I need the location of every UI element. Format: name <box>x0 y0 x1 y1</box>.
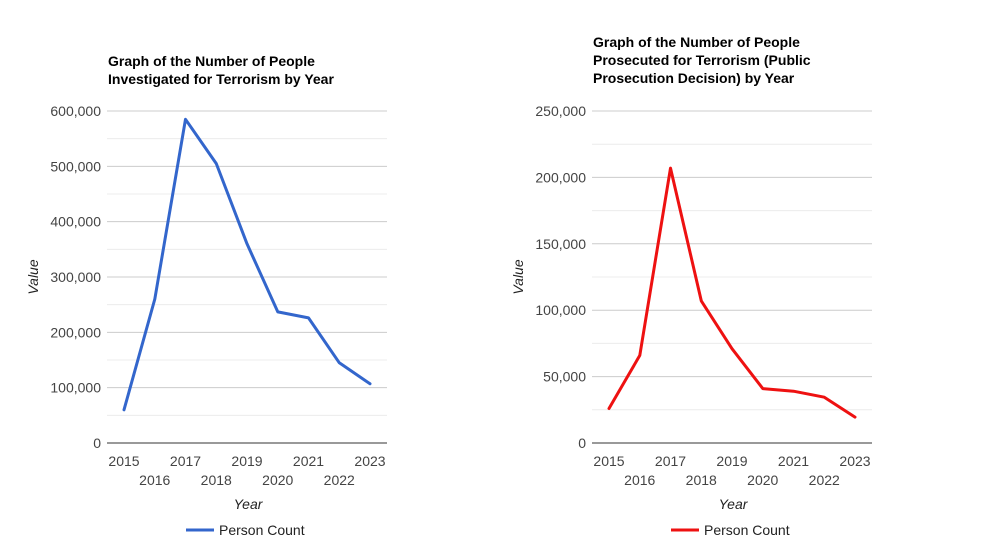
chart-2-data-point <box>670 167 671 169</box>
chart-2-data-point <box>762 388 764 390</box>
chart-2-y-tick-label: 100,000 <box>535 302 586 318</box>
chart-2-x-tick-label: 2018 <box>686 472 717 488</box>
chart-1-x-tick-label: 2019 <box>231 453 262 469</box>
chart-1-y-tick-label: 100,000 <box>50 380 101 396</box>
chart-1-y-tick-label: 400,000 <box>50 214 101 230</box>
chart-2-x-tick-label: 2023 <box>839 453 870 469</box>
chart-1-x-tick-label: 2016 <box>139 472 170 488</box>
chart-1-y-tick-label: 600,000 <box>50 103 101 119</box>
chart-2-x-tick-label: 2020 <box>747 472 778 488</box>
chart-2-data-point <box>639 354 641 356</box>
chart-2-x-tick-label: 2019 <box>716 453 747 469</box>
chart-2-x-tick-label: 2017 <box>655 453 686 469</box>
chart-1-x-tick-label: 2020 <box>262 472 293 488</box>
chart-2-title-line-1: Graph of the Number of People <box>593 34 800 50</box>
chart-1-series-line <box>122 117 372 412</box>
chart-2-x-axis-label: Year <box>719 496 749 512</box>
chart-2-x-tick-label: 2016 <box>624 472 655 488</box>
chart-2-data-point <box>700 300 702 302</box>
chart-2-title-line-2: Prosecuted for Terrorism (Public <box>593 52 811 68</box>
chart-2-title-line-3: Prosecution Decision) by Year <box>593 70 795 86</box>
chart-2-data-point <box>608 407 610 409</box>
chart-1-x-tick-label: 2023 <box>354 453 385 469</box>
chart-1-x-tick-label: 2022 <box>324 472 355 488</box>
chart-1-y-tick-label: 300,000 <box>50 269 101 285</box>
chart-1-data-point <box>246 243 248 245</box>
chart-2-data-point <box>731 348 733 350</box>
chart-1-data-point <box>277 311 279 313</box>
chart-2-y-tick-label: 0 <box>578 435 586 451</box>
chart-1-y-tick-label: 0 <box>93 435 101 451</box>
chart-1-y-axis-label: Value <box>25 259 41 295</box>
chart-1-legend-label: Person Count <box>219 522 305 538</box>
chart-2-y-tick-label: 150,000 <box>535 236 586 252</box>
chart-2-data-point <box>854 416 856 418</box>
chart-1-data-point <box>308 317 309 319</box>
chart-1-title-line-2: Investigated for Terrorism by Year <box>108 71 334 87</box>
chart-2-y-tick-label: 250,000 <box>535 103 586 119</box>
chart-2-x-tick-label: 2022 <box>809 472 840 488</box>
chart-1-data-point <box>185 118 186 120</box>
chart-2-x-tick-label: 2021 <box>778 453 809 469</box>
chart-2-data-point <box>793 390 794 392</box>
chart-2-legend-label: Person Count <box>704 522 790 538</box>
chart-1-x-tick-label: 2015 <box>108 453 139 469</box>
chart-1-data-point <box>154 298 156 300</box>
chart-1-x-axis-label: Year <box>234 496 264 512</box>
chart-1-x-tick-label: 2021 <box>293 453 324 469</box>
chart-1-title-line-1: Graph of the Number of People <box>108 53 315 69</box>
chart-1-y-tick-label: 200,000 <box>50 324 101 340</box>
chart-1-data-point <box>215 163 217 165</box>
chart-1-data-point <box>123 409 125 411</box>
chart-1-data-point <box>369 383 371 385</box>
chart-1-x-tick-label: 2018 <box>201 472 232 488</box>
chart-2-y-tick-label: 50,000 <box>543 369 586 385</box>
chart-1-y-tick-label: 500,000 <box>50 158 101 174</box>
chart-2-series-line <box>607 166 857 419</box>
chart-2-y-tick-label: 200,000 <box>535 169 586 185</box>
chart-1-x-tick-label: 2017 <box>170 453 201 469</box>
chart-2-x-tick-label: 2015 <box>593 453 624 469</box>
chart-2-data-point <box>823 396 825 398</box>
chart-2-y-axis-label: Value <box>510 259 526 295</box>
chart-1-data-point <box>338 362 340 364</box>
